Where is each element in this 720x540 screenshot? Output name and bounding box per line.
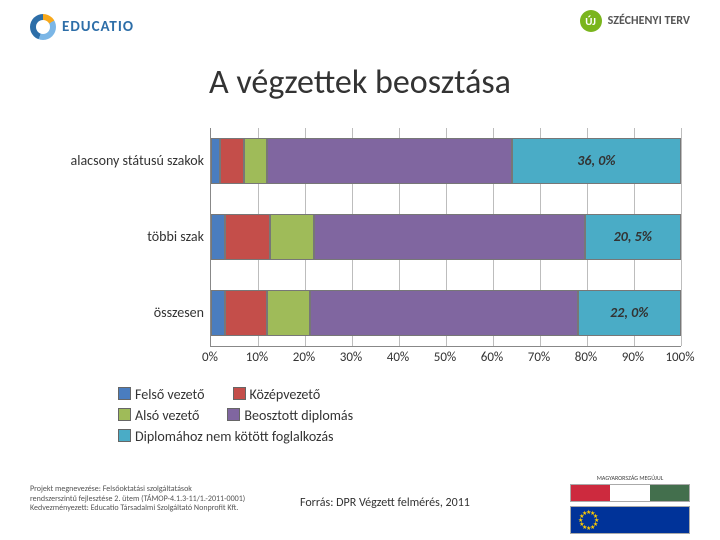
legend-label: Alsó vezető bbox=[135, 407, 199, 424]
eu-flag-icon: ★★★★★★★★★★★★ bbox=[570, 506, 690, 534]
educatio-logo: EDUCATIO bbox=[30, 14, 134, 40]
hungary-flag-icon bbox=[570, 484, 690, 502]
legend-swatch-icon bbox=[118, 429, 131, 442]
plot-area: 36, 0% 20, 5% 22, 0% bbox=[210, 128, 681, 347]
footer-badges: MAGYARORSZÁG MEGÚJUL ★★★★★★★★★★★★ bbox=[570, 474, 690, 522]
bar-row bbox=[211, 214, 681, 260]
szechenyi-logo: ÚJ SZÉCHENYI TERV bbox=[580, 10, 690, 32]
legend-item: Diplomához nem kötött foglalkozás bbox=[118, 428, 334, 445]
legend-swatch-icon bbox=[233, 387, 246, 400]
bar-segment bbox=[310, 290, 578, 336]
footer-project-info: Projekt megnevezése: Felsőoktatási szolg… bbox=[30, 485, 245, 514]
x-tick-label: 80% bbox=[575, 350, 597, 365]
legend-item: Középvezető bbox=[233, 386, 321, 403]
footer-source: Forrás: DPR Végzett felmérés, 2011 bbox=[300, 496, 470, 510]
bar-segment bbox=[211, 290, 225, 336]
bar-end-label: 36, 0% bbox=[577, 152, 615, 169]
x-tick-label: 50% bbox=[434, 350, 456, 365]
x-tick-label: 70% bbox=[528, 350, 550, 365]
x-tick-label: 30% bbox=[340, 350, 362, 365]
legend-label: Középvezető bbox=[250, 386, 321, 403]
bar-end-label: 22, 0% bbox=[610, 304, 648, 321]
category-label: alacsony státusú szakok bbox=[39, 152, 204, 169]
x-tick-label: 10% bbox=[246, 350, 268, 365]
bar-segment bbox=[225, 290, 267, 336]
legend-swatch-icon bbox=[118, 408, 131, 421]
bar-segment bbox=[244, 138, 268, 184]
bar-segment bbox=[267, 138, 511, 184]
legend: Felső vezető Középvezető Alsó vezető Beoszt… bbox=[118, 386, 381, 449]
project-line3: Kedvezményezett: Educatio Társadalmi Szo… bbox=[30, 504, 245, 514]
legend-label: Beosztott diplomás bbox=[244, 407, 353, 424]
bar-segment bbox=[270, 214, 315, 260]
x-tick-label: 0% bbox=[202, 350, 218, 365]
bar-segment bbox=[220, 138, 244, 184]
category-label: többi szak bbox=[39, 228, 204, 245]
legend-swatch-icon bbox=[118, 387, 131, 400]
flag-caption: MAGYARORSZÁG MEGÚJUL bbox=[570, 474, 690, 482]
bar-segment bbox=[211, 214, 225, 260]
x-tick-label: 40% bbox=[387, 350, 409, 365]
swirl-icon bbox=[30, 14, 56, 40]
legend-item: Felső vezető bbox=[118, 386, 205, 403]
bar-end-label: 20, 5% bbox=[614, 228, 652, 245]
educatio-text: EDUCATIO bbox=[62, 18, 134, 36]
x-tick-label: 20% bbox=[293, 350, 315, 365]
x-tick-label: 100% bbox=[665, 350, 694, 365]
bar-segment bbox=[314, 214, 584, 260]
legend-item: Alsó vezető bbox=[118, 407, 199, 424]
legend-item: Beosztott diplomás bbox=[227, 407, 353, 424]
page-title: A végzettek beosztása bbox=[0, 62, 720, 103]
legend-label: Felső vezető bbox=[135, 386, 205, 403]
legend-swatch-icon bbox=[227, 408, 240, 421]
bar-segment bbox=[211, 138, 220, 184]
uj-badge-icon: ÚJ bbox=[580, 10, 602, 32]
bar-segment bbox=[267, 290, 309, 336]
legend-label: Diplomához nem kötött foglalkozás bbox=[135, 428, 334, 445]
szechenyi-text: SZÉCHENYI TERV bbox=[608, 15, 690, 27]
bar-segment bbox=[225, 214, 270, 260]
x-tick-label: 60% bbox=[481, 350, 503, 365]
category-label: összesen bbox=[39, 304, 204, 321]
chart-area: 36, 0% 20, 5% 22, 0% 0% 10% 20% 30% 40% 50% 60% 7… bbox=[40, 128, 680, 376]
header: EDUCATIO ÚJ SZÉCHENYI TERV bbox=[0, 8, 720, 48]
x-tick-label: 90% bbox=[622, 350, 644, 365]
